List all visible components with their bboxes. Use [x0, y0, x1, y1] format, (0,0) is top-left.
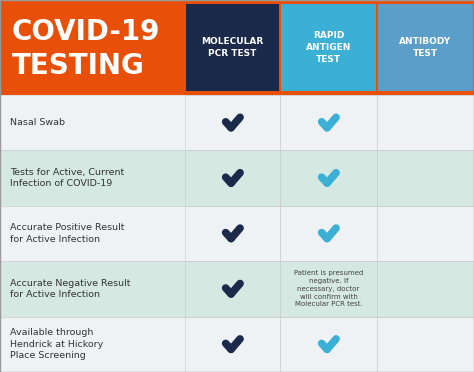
Bar [185, 206, 280, 261]
Text: TESTING: TESTING [12, 52, 145, 80]
Bar [377, 206, 474, 261]
Text: MOLECULAR
PCR TEST: MOLECULAR PCR TEST [201, 37, 264, 58]
Text: Accurate Positive Result
for Active Infection: Accurate Positive Result for Active Infe… [10, 223, 125, 244]
Text: ANTIBODY
TEST: ANTIBODY TEST [400, 37, 452, 58]
Bar [0, 95, 474, 150]
Bar [377, 261, 474, 317]
Bar [377, 95, 474, 150]
Bar [377, 317, 474, 372]
Bar [185, 150, 280, 206]
Bar [280, 206, 377, 261]
Bar [281, 4, 376, 91]
Bar [185, 261, 280, 317]
Text: Available through
Hendrick at Hickory
Place Screening: Available through Hendrick at Hickory Pl… [10, 328, 103, 360]
Bar [378, 4, 473, 91]
Bar [0, 0, 474, 95]
Bar [280, 317, 377, 372]
Bar [0, 261, 474, 317]
Bar [377, 150, 474, 206]
Bar [280, 150, 377, 206]
Bar [185, 95, 280, 150]
Text: Nasal Swab: Nasal Swab [10, 118, 65, 127]
Text: Patient is presumed
negative. If
necessary, doctor
will confirm with
Molecular P: Patient is presumed negative. If necessa… [294, 270, 363, 307]
Bar [0, 206, 474, 261]
Text: COVID-19: COVID-19 [12, 18, 160, 46]
Text: RAPID
ANTIGEN
TEST: RAPID ANTIGEN TEST [306, 31, 351, 64]
Text: Accurate Negative Result
for Active Infection: Accurate Negative Result for Active Infe… [10, 279, 130, 299]
Text: Tests for Active, Current
Infection of COVID-19: Tests for Active, Current Infection of C… [10, 168, 124, 188]
Bar [280, 95, 377, 150]
Bar [0, 317, 474, 372]
Bar [185, 317, 280, 372]
Bar [186, 4, 279, 91]
Bar [280, 261, 377, 317]
Bar [0, 150, 474, 206]
